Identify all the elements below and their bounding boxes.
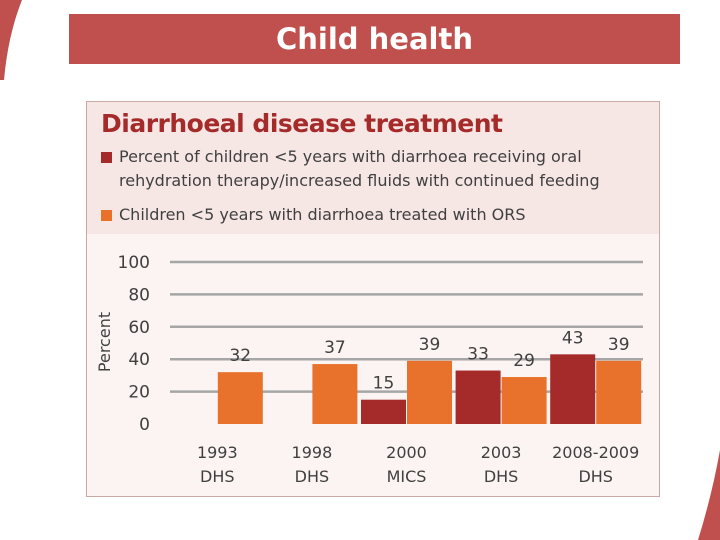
page-title: Child health [276,22,473,56]
x-tick-label: DHS [200,467,235,486]
legend-label-series-2: Children <5 years with diarrhoea treated… [119,205,526,224]
y-tick-label: 0 [139,415,150,435]
legend-item-series-2: Children <5 years with diarrhoea treated… [101,203,649,227]
page-title-bar: Child health [69,14,680,64]
bar-series-2 [407,360,452,424]
chart-title: Diarrhoeal disease treatment [101,109,503,138]
y-tick-label: 80 [128,285,150,305]
bar-chart: Percent 0 20 40 60 80 100 32 1993 DHS 37 1998 DHS 15… [95,253,643,486]
x-tick-label: MICS [387,467,427,486]
x-tick-label: 1998 [292,443,333,462]
y-tick-label: 100 [118,253,150,273]
data-label: 39 [608,335,630,355]
legend-swatch-series-2 [101,210,112,221]
data-label: 32 [229,346,251,366]
y-tick-label: 20 [128,383,150,403]
x-tick-label: DHS [295,467,330,486]
data-label: 33 [467,345,489,365]
decorative-corner-right [698,450,720,540]
bar-series-1 [361,399,406,424]
y-axis-label: Percent [95,312,114,372]
chart-header: Diarrhoeal disease treatment Percent of … [87,102,659,234]
data-label: 29 [513,351,535,371]
bar-series-1 [550,354,596,424]
bar-series-2 [501,377,547,424]
x-tick-label: DHS [578,467,613,486]
y-tick-label: 40 [128,350,150,370]
legend-swatch-series-1 [101,152,112,163]
y-tick-label: 60 [128,318,150,338]
data-label: 43 [562,328,584,348]
decorative-corner-left [0,0,22,80]
legend-label-series-1: Percent of children <5 years with diarrh… [119,147,600,190]
x-tick-label: 2003 [481,443,522,462]
bar-series-1 [455,370,501,424]
data-label: 39 [419,335,441,355]
bar-series-2 [217,372,263,424]
legend-item-series-1: Percent of children <5 years with diarrh… [101,145,649,193]
data-label: 15 [373,374,395,394]
x-tick-label: 2000 [386,443,427,462]
data-label: 37 [324,338,346,358]
bar-series-2 [312,364,358,424]
chart-panel: Diarrhoeal disease treatment Percent of … [86,101,660,497]
bar-series-2 [596,360,642,424]
x-tick-label: 1993 [197,443,238,462]
x-tick-label: 2008-2009 [552,443,639,462]
x-tick-label: DHS [484,467,519,486]
